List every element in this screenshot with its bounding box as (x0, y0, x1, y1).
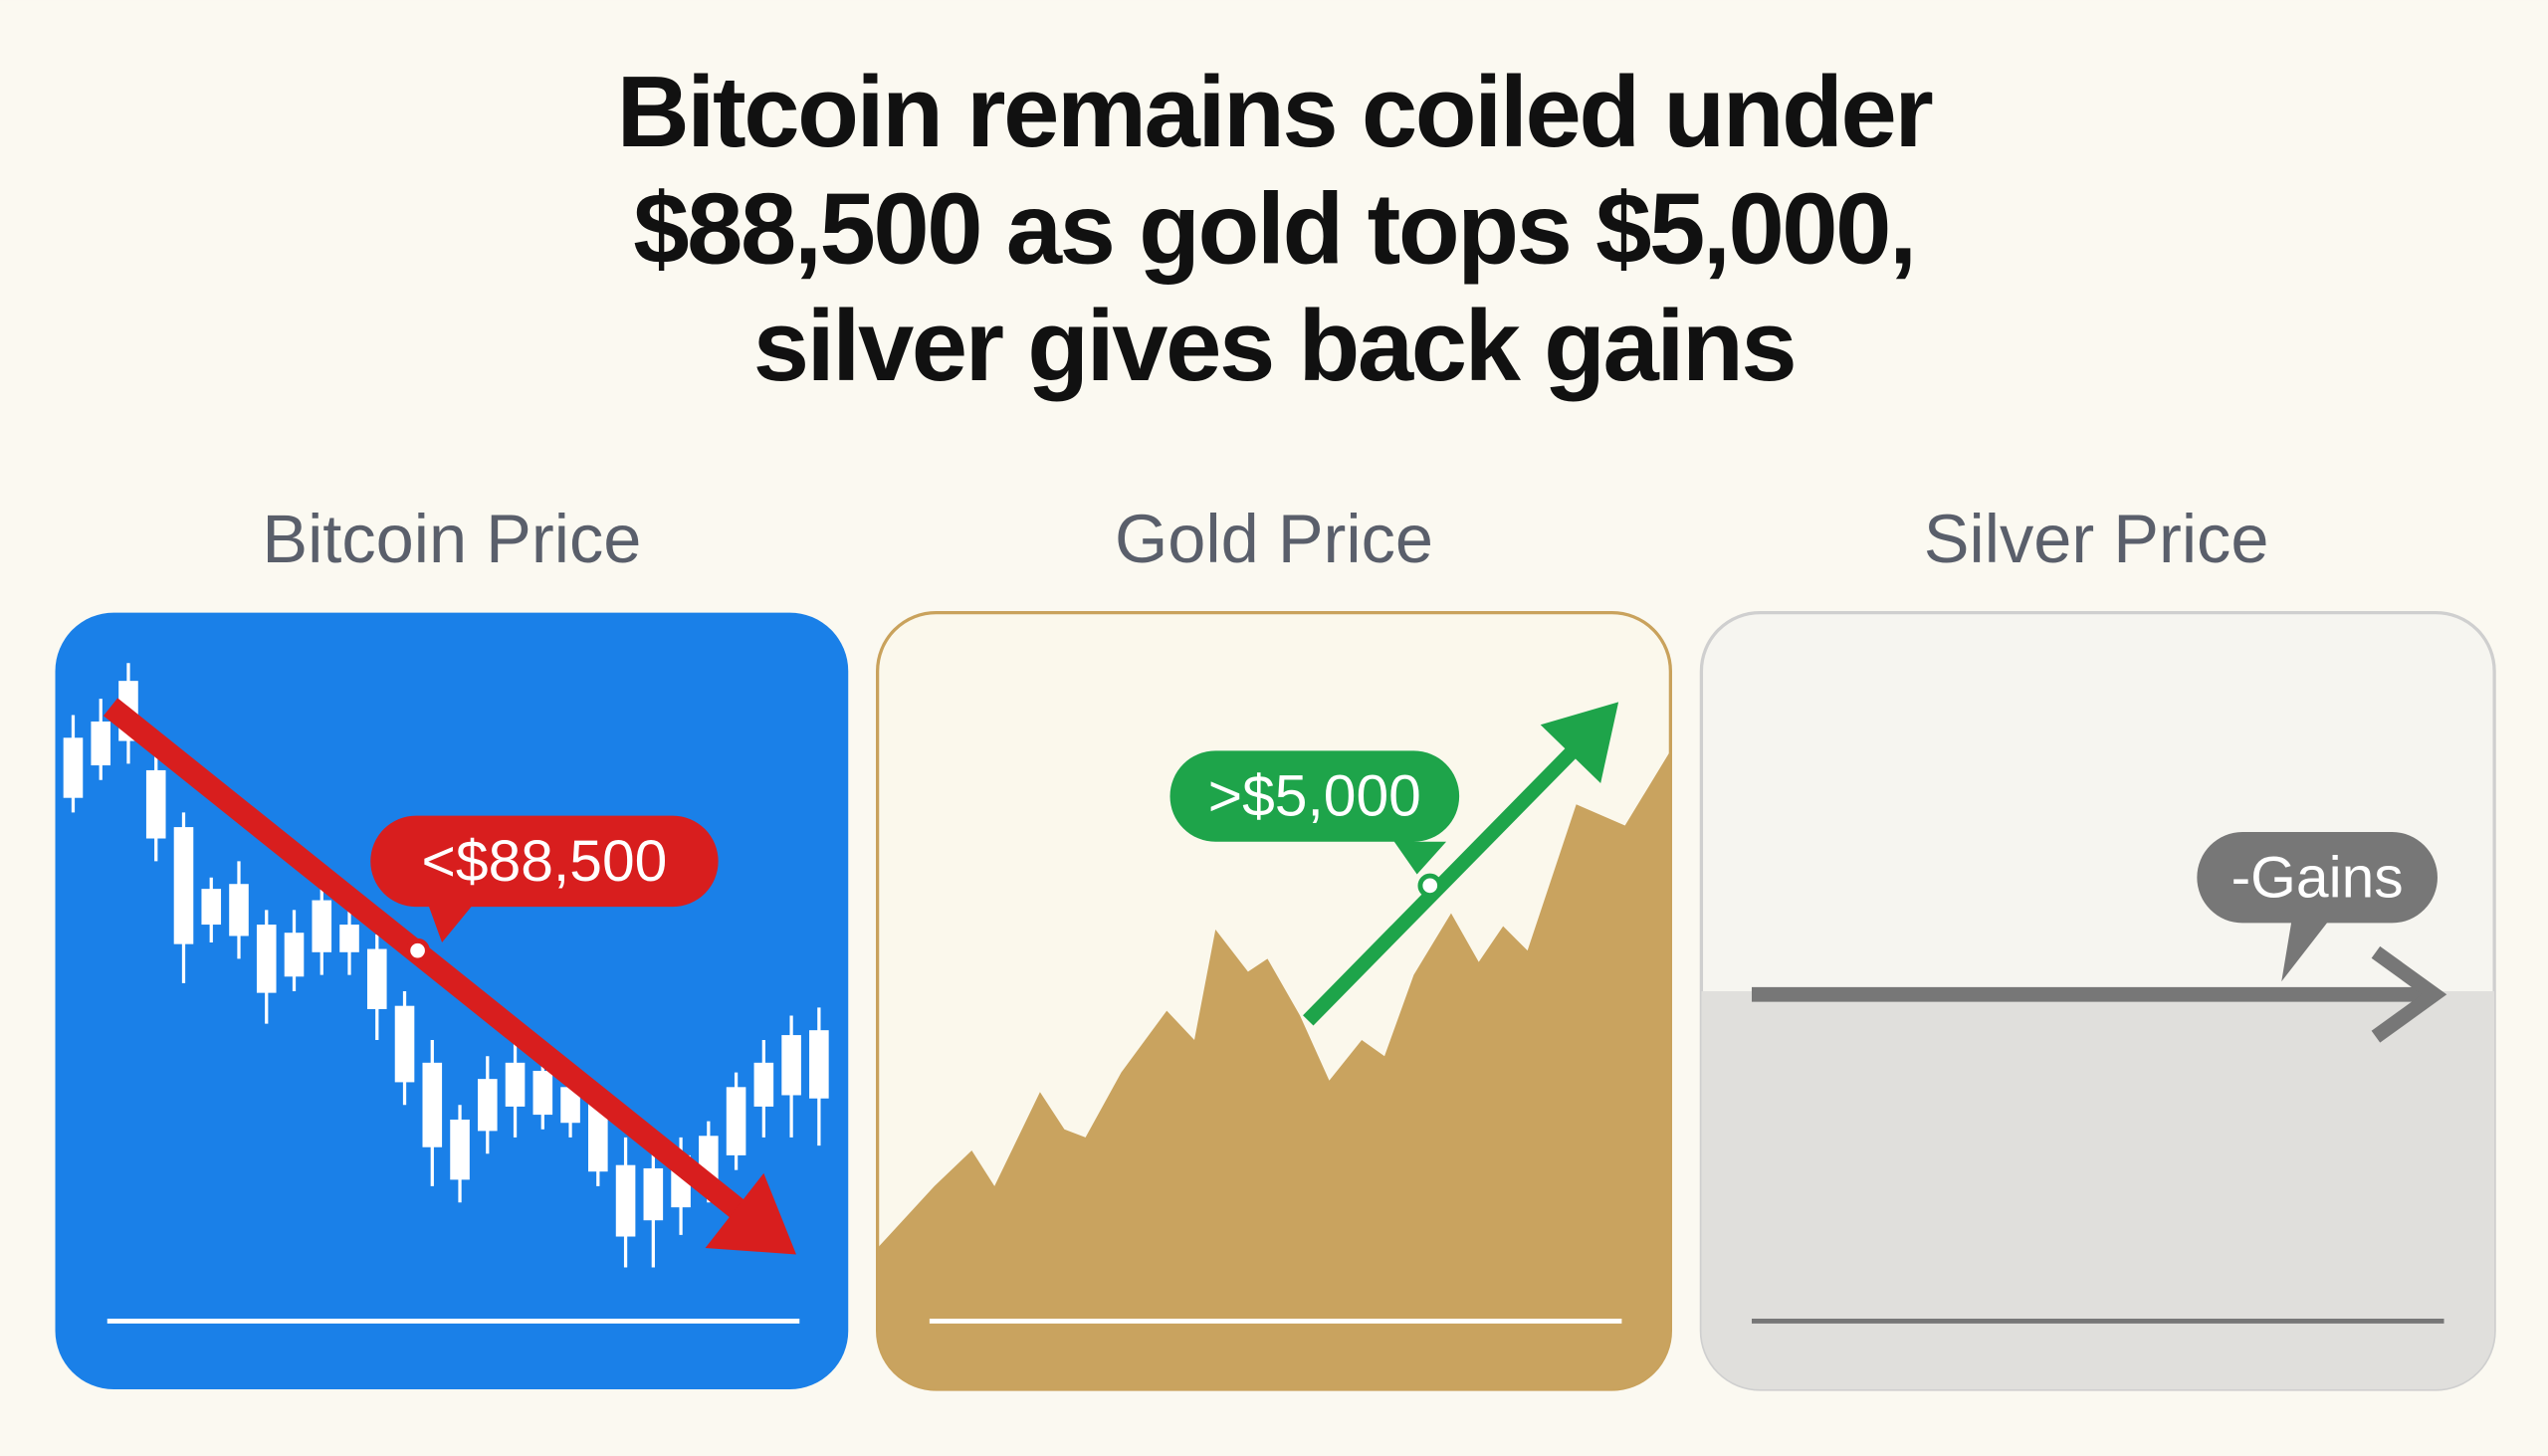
price-area (877, 750, 1671, 1389)
headline-line: Bitcoin remains coiled under (617, 56, 1933, 168)
silver-panel: -Gains (1699, 610, 2496, 1391)
panel-title: Silver Price (1924, 501, 2269, 577)
panel-title: Gold Price (1115, 501, 1433, 577)
trend-arrow (1303, 738, 1586, 1026)
bitcoin-panel: <$88,500 (55, 612, 849, 1389)
panel-bg (55, 612, 849, 1389)
headline-line: $88,500 as gold tops $5,000, (633, 173, 1914, 286)
callout (2197, 831, 2438, 982)
headline-line: silver gives back gains (753, 290, 1795, 402)
callout-label: >$5,000 (1208, 764, 1421, 829)
gold-panel: >$5,000 (876, 610, 1672, 1391)
callout-label: -Gains (2231, 845, 2404, 910)
marker (405, 937, 430, 963)
arrow-head (705, 1172, 796, 1255)
callout (370, 815, 719, 943)
price-area (1701, 990, 2495, 1389)
marker (1417, 873, 1442, 899)
callout (1169, 750, 1460, 875)
panel-title: Bitcoin Price (262, 501, 641, 577)
arrow-head (2371, 945, 2447, 1043)
arrow-head (1540, 702, 1619, 784)
callout-label: <$88,500 (422, 829, 668, 894)
